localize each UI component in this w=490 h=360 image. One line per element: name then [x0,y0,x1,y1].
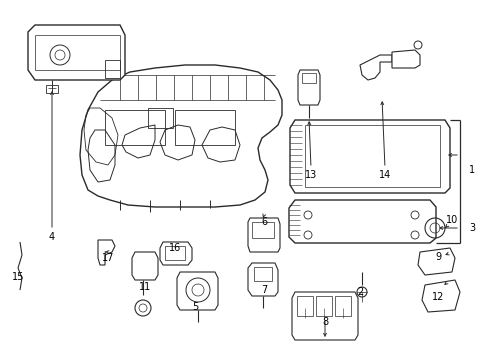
Polygon shape [422,280,460,312]
Text: 12: 12 [432,292,444,302]
Bar [254,267,272,281]
Text: 6: 6 [261,217,267,227]
Bar [105,110,165,145]
Bar [335,296,351,316]
Polygon shape [290,120,450,193]
Text: 8: 8 [322,317,328,327]
Bar [297,296,313,316]
Text: 14: 14 [379,170,391,180]
Polygon shape [98,240,115,265]
Bar [302,73,316,83]
Bar [252,222,274,238]
Text: 3: 3 [469,223,475,233]
Polygon shape [132,252,158,280]
Polygon shape [360,55,392,80]
Polygon shape [298,70,320,105]
Bar [175,110,235,145]
Text: 11: 11 [139,282,151,292]
Polygon shape [28,25,125,80]
Polygon shape [289,200,436,243]
Text: 17: 17 [102,253,114,263]
Bar [316,296,332,316]
Polygon shape [160,242,192,265]
Bar [305,125,440,187]
Bar [105,60,120,78]
Text: 7: 7 [261,285,267,295]
Text: 9: 9 [435,252,441,262]
Bar [46,85,58,93]
Polygon shape [177,272,218,310]
Text: 16: 16 [169,243,181,253]
Polygon shape [418,248,455,275]
Text: 5: 5 [192,302,198,312]
Text: 10: 10 [446,215,458,225]
Polygon shape [292,292,358,340]
Text: 4: 4 [49,232,55,242]
Text: 2: 2 [357,287,363,297]
Bar [165,246,185,260]
Polygon shape [248,263,278,296]
Text: 1: 1 [469,165,475,175]
Polygon shape [248,218,280,252]
Bar [148,108,173,128]
Text: 15: 15 [12,272,24,282]
Polygon shape [392,50,420,68]
Text: 13: 13 [305,170,317,180]
